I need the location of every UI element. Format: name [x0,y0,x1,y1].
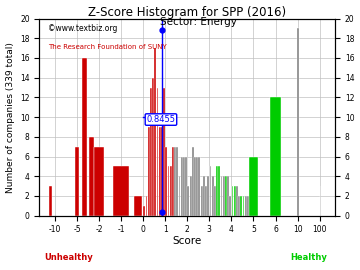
Bar [183,157,185,216]
Bar [238,196,240,216]
Bar [236,186,238,216]
Bar [148,127,150,216]
Bar [229,196,231,216]
Bar [190,176,192,216]
Bar [163,87,165,216]
Bar [179,176,180,216]
Bar [49,186,52,216]
Bar [249,157,257,216]
Bar [207,176,209,216]
Bar [172,147,174,216]
Text: 0.8455: 0.8455 [147,115,175,124]
Bar [188,186,189,216]
Bar [176,147,178,216]
Bar [154,48,156,216]
Bar [94,147,104,216]
Bar [214,186,216,216]
Bar [170,166,172,216]
Bar [134,196,142,216]
Bar [145,196,147,216]
Bar [194,157,196,216]
Bar [234,186,236,216]
Bar [192,147,194,216]
Bar [270,97,280,216]
Bar [247,196,249,216]
Bar [216,166,218,216]
Text: The Research Foundation of SUNY: The Research Foundation of SUNY [48,44,167,50]
Text: Healthy: Healthy [290,253,327,262]
Bar [205,186,207,216]
Bar [297,28,299,216]
Bar [243,196,244,216]
X-axis label: Score: Score [173,236,202,246]
Bar [113,166,129,216]
Text: Sector: Energy: Sector: Energy [159,17,237,27]
Bar [161,127,163,216]
Bar [201,186,203,216]
Text: ©www.textbiz.org: ©www.textbiz.org [48,25,118,33]
Bar [157,87,158,216]
Bar [231,186,233,216]
Bar [143,206,145,216]
Bar [165,147,167,216]
Bar [75,147,79,216]
Bar [89,137,94,216]
Bar [181,157,183,216]
Bar [203,176,205,216]
Bar [185,157,187,216]
Bar [210,166,211,216]
Bar [245,196,247,216]
Bar [219,166,220,216]
Bar [198,157,200,216]
Bar [223,176,225,216]
Bar [150,87,152,216]
Bar [221,176,222,216]
Y-axis label: Number of companies (339 total): Number of companies (339 total) [5,42,14,193]
Bar [174,147,176,216]
Bar [159,127,161,216]
Bar [168,166,170,216]
Bar [225,176,227,216]
Bar [152,78,154,216]
Title: Z-Score Histogram for SPP (2016): Z-Score Histogram for SPP (2016) [88,6,286,19]
Bar [82,58,87,216]
Text: Unhealthy: Unhealthy [44,253,93,262]
Bar [212,176,213,216]
Bar [196,157,198,216]
Bar [240,196,242,216]
Bar [227,176,229,216]
